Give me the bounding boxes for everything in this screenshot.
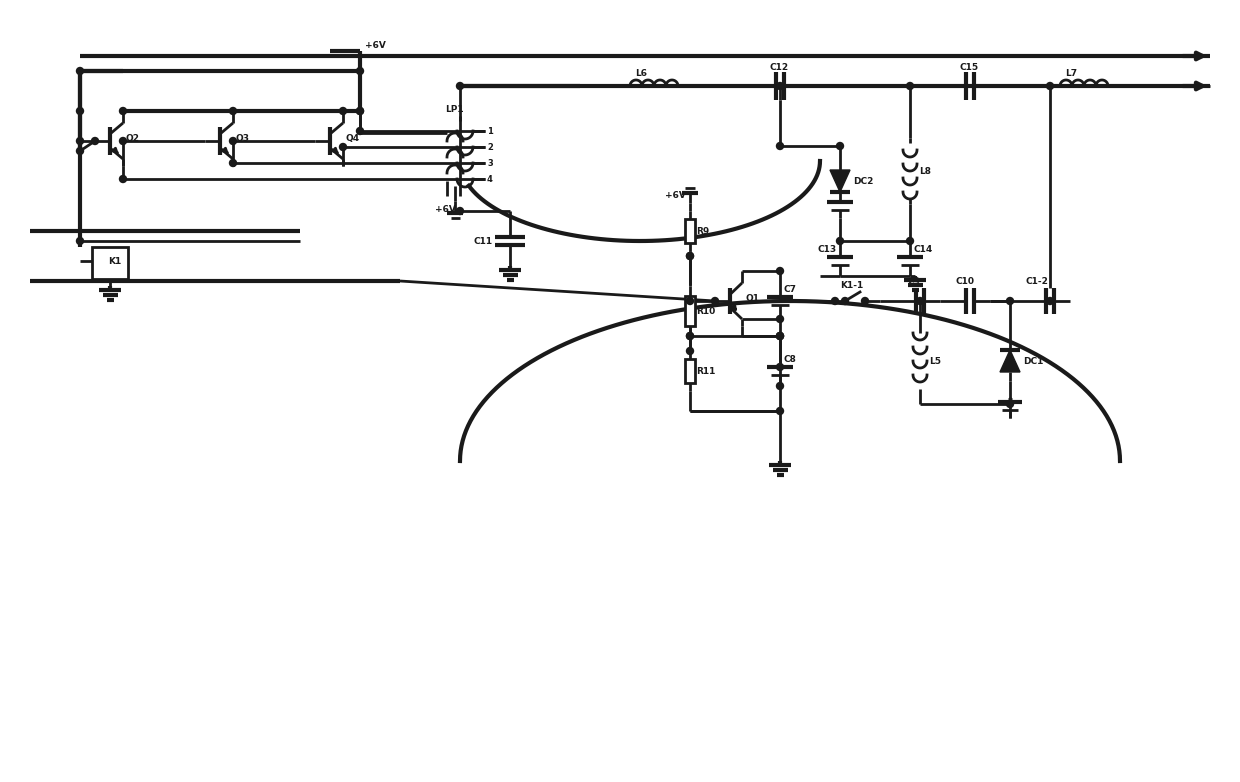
Circle shape [832,297,838,304]
Text: K1: K1 [108,256,122,266]
Text: C13: C13 [818,245,837,253]
Text: C11: C11 [472,236,492,246]
Text: C7: C7 [782,285,796,293]
Circle shape [776,382,784,389]
Circle shape [340,144,346,150]
Text: K1-1: K1-1 [839,282,863,290]
Circle shape [357,107,363,114]
Circle shape [776,407,784,414]
Circle shape [1007,297,1013,304]
Text: C12: C12 [770,63,789,73]
Text: L6: L6 [635,69,647,77]
Text: C10: C10 [955,277,973,285]
Circle shape [687,253,693,260]
Text: C1-2: C1-2 [1025,277,1048,285]
Text: C9: C9 [908,277,921,285]
Circle shape [456,207,464,214]
Text: C14: C14 [913,245,932,253]
Text: R11: R11 [696,367,715,375]
Circle shape [92,138,98,145]
Circle shape [456,82,464,89]
Bar [92,247,128,279]
Circle shape [229,138,237,145]
Circle shape [687,332,693,339]
Text: +6V: +6V [365,41,386,51]
Text: R10: R10 [696,307,715,315]
Text: Q1: Q1 [745,293,759,303]
Circle shape [776,332,784,339]
Text: LP1: LP1 [445,105,464,113]
Circle shape [837,142,843,149]
Circle shape [77,107,83,114]
Bar [684,296,694,326]
Circle shape [1047,82,1054,89]
Text: DC1: DC1 [1023,357,1043,365]
Text: L5: L5 [929,357,941,365]
Circle shape [776,267,784,274]
Circle shape [842,297,848,304]
Circle shape [776,82,784,89]
Polygon shape [830,170,849,192]
Text: L8: L8 [919,167,931,175]
Circle shape [687,253,693,260]
Text: C8: C8 [782,354,796,364]
Circle shape [687,297,693,304]
Circle shape [77,138,83,145]
Circle shape [916,297,924,304]
Bar [684,219,694,243]
Circle shape [862,297,868,304]
Text: 4: 4 [487,174,492,184]
Circle shape [712,297,718,304]
Circle shape [77,67,83,74]
Text: DC2: DC2 [853,177,873,185]
Text: 1: 1 [487,127,492,135]
Text: C15: C15 [960,63,980,73]
Text: Q2: Q2 [125,135,139,144]
Polygon shape [999,350,1021,372]
Circle shape [340,107,346,114]
Circle shape [776,315,784,322]
Circle shape [1047,297,1054,304]
Circle shape [687,347,693,354]
Circle shape [77,148,83,155]
Circle shape [687,332,693,339]
Bar [684,359,694,383]
Text: R9: R9 [696,227,709,235]
Circle shape [229,107,237,114]
Circle shape [1007,400,1013,407]
Circle shape [119,107,126,114]
Circle shape [906,82,914,89]
Circle shape [77,238,83,245]
Text: 3: 3 [487,159,492,167]
Circle shape [357,67,363,74]
Text: 2: 2 [487,142,492,152]
Text: L7: L7 [1065,69,1078,77]
Circle shape [837,238,843,245]
Circle shape [357,107,363,114]
Text: +6V: +6V [435,205,456,213]
Circle shape [776,332,784,339]
Circle shape [119,138,126,145]
Circle shape [357,127,363,135]
Circle shape [776,332,784,339]
Text: +6V: +6V [665,192,686,200]
Circle shape [776,364,784,371]
Circle shape [119,175,126,182]
Text: Q4: Q4 [345,135,360,144]
Circle shape [906,238,914,245]
Circle shape [776,142,784,149]
Text: Q3: Q3 [236,135,249,144]
Circle shape [229,160,237,167]
